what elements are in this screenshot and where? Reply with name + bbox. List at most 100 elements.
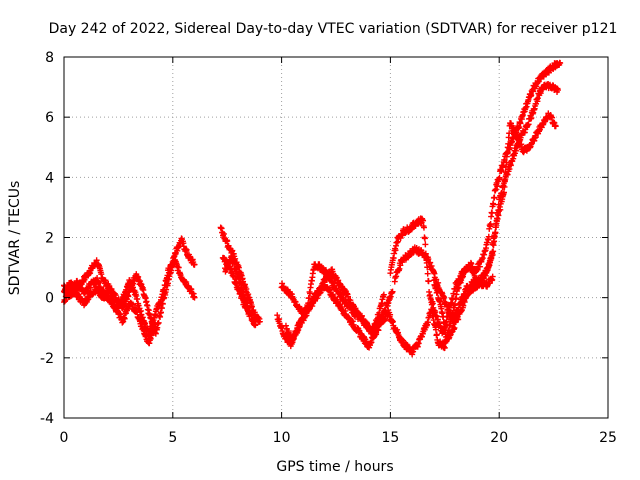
data-point-track-2	[123, 288, 130, 295]
x-tick-label: 20	[490, 430, 508, 446]
data-point-track-1	[102, 277, 109, 284]
y-tick-label: 8	[45, 50, 54, 66]
data-point-track-13	[489, 273, 496, 280]
data-point-track-12	[501, 177, 508, 184]
data-point-track-11	[441, 294, 448, 301]
data-point-track-10	[557, 60, 564, 67]
axis-ticks: 0 5 10 15 20 25 -4 -2 0 2 4 6 8	[40, 50, 617, 446]
data-point-track-12	[513, 129, 520, 136]
data-point-track-12	[518, 141, 525, 148]
data-point-track-9	[380, 291, 387, 298]
data-point-track-12	[433, 331, 440, 338]
x-tick-label: 5	[168, 430, 177, 446]
data-point-track-12	[552, 123, 559, 130]
data-point-track-12	[506, 130, 513, 137]
data-point-track-11	[512, 147, 519, 154]
data-point-track-13	[460, 302, 467, 309]
data-point-track-5	[252, 321, 259, 328]
data-point-track-12	[489, 248, 496, 255]
data-point-track-1	[191, 261, 198, 268]
data-point-track-13	[434, 289, 441, 296]
data-point-track-9	[315, 290, 322, 297]
data-point-track-10	[491, 194, 498, 201]
y-tick-label: 2	[45, 231, 54, 247]
data-point-track-8	[389, 288, 396, 295]
x-tick-label: 25	[599, 430, 617, 446]
data-point-track-3	[147, 335, 154, 342]
data-point-track-9	[335, 277, 342, 284]
data-point-track-10	[494, 183, 501, 190]
data-point-track-10	[485, 233, 492, 240]
y-tick-label: 4	[45, 170, 54, 186]
data-point-track-10	[490, 201, 497, 208]
data-point-track-10	[424, 270, 431, 277]
data-point-track-12	[502, 169, 509, 176]
data-point-track-9	[312, 295, 319, 302]
data-point-track-8	[307, 290, 314, 297]
y-tick-label: -4	[40, 411, 54, 427]
data-point-track-10	[498, 167, 505, 174]
data-point-track-11	[506, 166, 513, 173]
data-point-track-12	[505, 140, 512, 147]
data-point-track-2	[175, 264, 182, 271]
data-point-track-4	[229, 247, 236, 254]
data-point-track-6	[239, 286, 246, 293]
x-axis-label: GPS time / hours	[276, 459, 393, 475]
data-point-track-9	[285, 328, 292, 335]
data-point-track-10	[425, 278, 432, 285]
data-point-track-8	[329, 278, 336, 285]
data-point-track-10	[489, 210, 496, 217]
data-point-track-11	[554, 87, 561, 94]
y-tick-label: 0	[45, 291, 54, 307]
data-point-track-1	[155, 319, 162, 326]
x-tick-label: 0	[60, 430, 69, 446]
data-point-track-6	[248, 312, 255, 319]
data-point-track-10	[516, 124, 523, 131]
data-point-track-3	[151, 326, 158, 333]
data-point-track-4	[256, 318, 263, 325]
data-point-track-10	[474, 266, 481, 273]
data-point-track-11	[528, 114, 535, 121]
data-point-track-7	[387, 311, 394, 318]
y-axis-label: SDTVAR / TECUs	[7, 181, 23, 296]
data-point-track-7	[349, 318, 356, 325]
data-points	[61, 59, 564, 358]
data-point-track-10	[420, 224, 427, 231]
data-point-track-11	[525, 121, 532, 128]
chart-title: Day 242 of 2022, Sidereal Day-to-day VTE…	[49, 21, 618, 37]
grid-lines	[64, 57, 608, 418]
data-point-track-13	[440, 313, 447, 320]
data-point-track-12	[429, 307, 436, 314]
data-point-track-12	[501, 189, 508, 196]
data-point-track-12	[503, 159, 510, 166]
data-point-track-3	[108, 290, 115, 297]
data-point-track-13	[455, 316, 462, 323]
data-point-track-10	[420, 217, 427, 224]
data-point-track-10	[496, 174, 503, 181]
data-point-track-12	[432, 326, 439, 333]
data-point-track-13	[441, 319, 448, 326]
x-tick-label: 15	[381, 430, 399, 446]
data-point-track-12	[446, 322, 453, 329]
data-point-track-3	[109, 293, 116, 300]
data-point-track-8	[382, 307, 389, 314]
data-point-track-12	[504, 150, 511, 157]
data-point-track-11	[396, 265, 403, 272]
data-point-track-2	[191, 294, 198, 301]
data-point-track-12	[501, 183, 508, 190]
data-point-track-8	[306, 294, 313, 301]
data-point-track-12	[497, 206, 504, 213]
data-point-track-4	[224, 237, 231, 244]
data-point-track-3	[152, 321, 159, 328]
data-point-track-10	[487, 221, 494, 228]
data-point-track-9	[347, 297, 354, 304]
data-point-track-10	[422, 241, 429, 248]
data-point-track-13	[451, 324, 458, 331]
data-point-track-10	[476, 263, 483, 270]
data-point-track-10	[421, 235, 428, 242]
y-tick-label: 6	[45, 110, 54, 126]
data-point-track-12	[493, 224, 500, 231]
data-point-track-9	[303, 312, 310, 319]
